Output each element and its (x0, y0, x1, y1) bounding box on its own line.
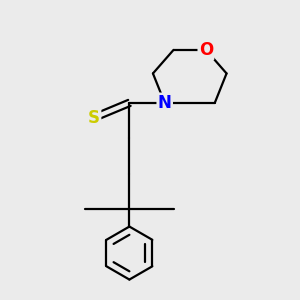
Text: S: S (88, 109, 100, 127)
Text: O: O (199, 41, 213, 59)
Text: N: N (158, 94, 172, 112)
